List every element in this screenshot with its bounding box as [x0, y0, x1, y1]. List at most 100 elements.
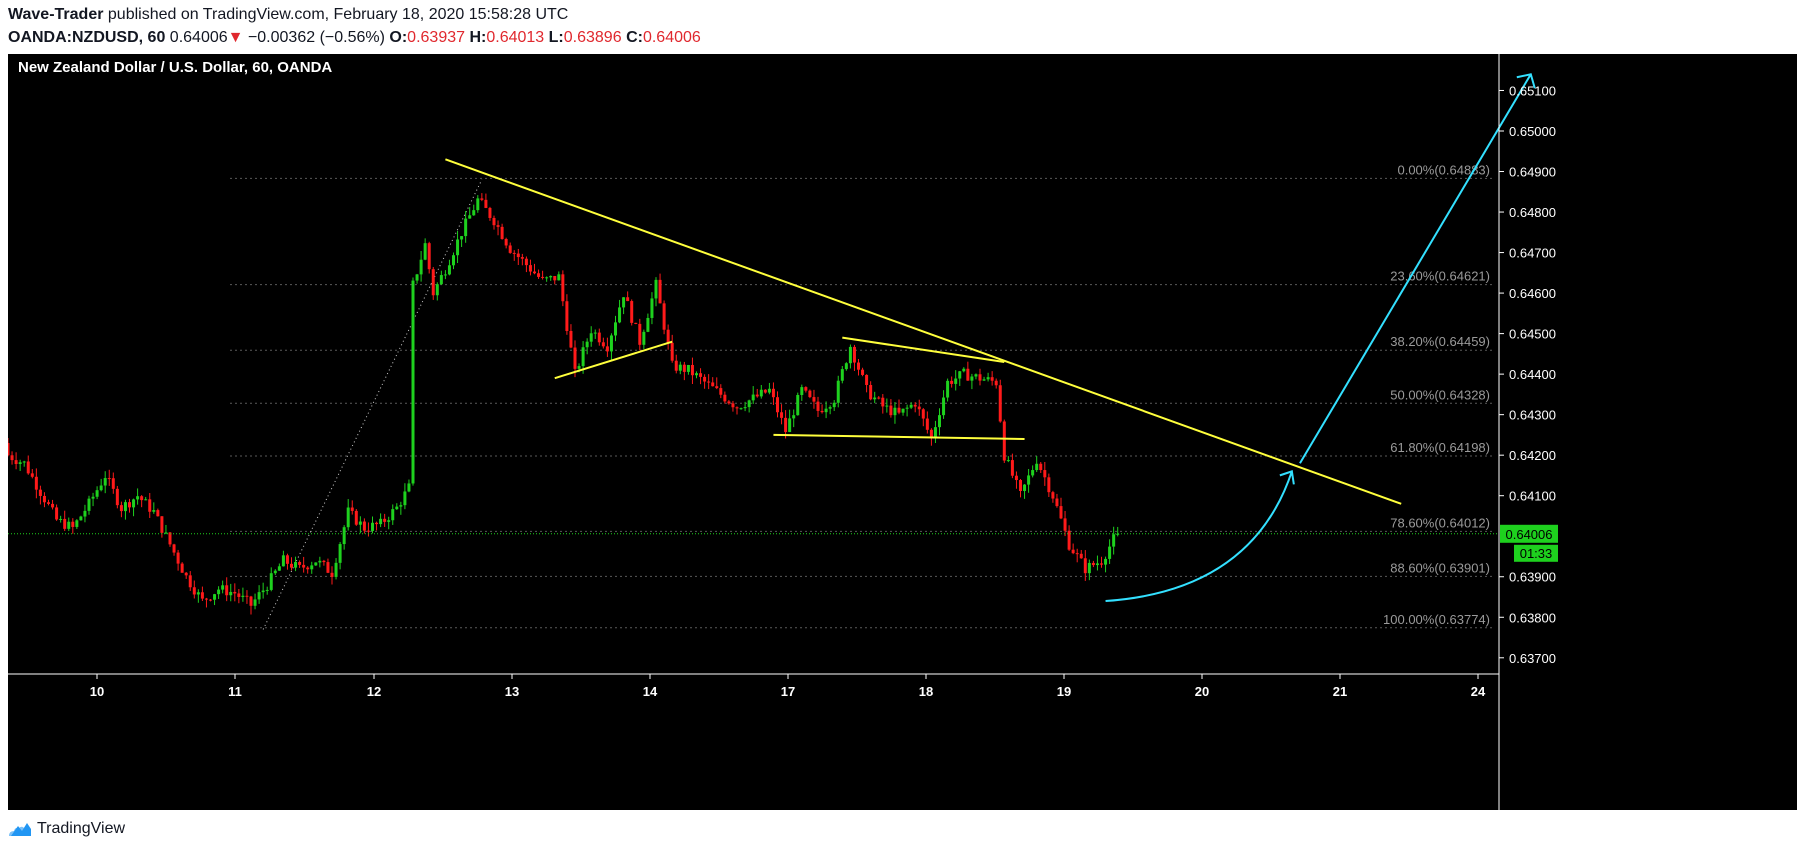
candle-body	[541, 276, 545, 278]
candle-body	[261, 590, 265, 593]
candle-body	[294, 561, 298, 568]
candle-body	[391, 509, 395, 521]
candle-body	[140, 496, 144, 501]
candle-body	[379, 518, 383, 525]
price-tick-label: 0.63800	[1509, 610, 1556, 625]
candle-body	[452, 255, 455, 266]
candle-body	[318, 560, 322, 563]
candle-body	[897, 407, 901, 413]
candle-body	[739, 408, 743, 410]
price-chart[interactable]: 0.00%(0.64883) 23.60%(0.64621) 38.20%(0.64…	[6, 54, 1797, 810]
candle-body	[954, 378, 958, 384]
candle-body	[447, 265, 451, 275]
candle-body	[699, 373, 703, 377]
candle-body	[925, 418, 929, 430]
symbol-label[interactable]: OANDA:NZDUSD, 60	[8, 29, 166, 46]
open-value: 0.63937	[407, 29, 466, 46]
time-tick-label: 19	[1057, 684, 1071, 699]
candle-body	[358, 521, 362, 525]
candle-body	[561, 274, 565, 302]
candle-body	[395, 506, 399, 510]
candle-body	[204, 598, 208, 600]
chart-area[interactable]: 0.00%(0.64883) 23.60%(0.64621) 38.20%(0.64…	[6, 54, 1797, 810]
tradingview-logo[interactable]: TradingView	[8, 820, 125, 838]
current-price-badge	[1500, 524, 1558, 543]
candle-body	[95, 490, 99, 497]
candle-body	[1023, 484, 1027, 491]
candle-body	[468, 215, 472, 219]
candle-body	[1075, 553, 1079, 555]
footer-brand: TradingView	[37, 820, 126, 837]
candle-body	[1059, 506, 1063, 519]
candle-body	[71, 521, 75, 527]
price-tick-label: 0.63700	[1509, 651, 1556, 666]
candle-body	[711, 382, 715, 387]
candle-body	[848, 346, 852, 364]
candle-body	[38, 489, 42, 496]
candle-body	[771, 388, 775, 398]
candle-body	[986, 377, 990, 380]
footer: TradingView	[0, 810, 1805, 854]
candle-body	[237, 593, 241, 597]
candle-body	[589, 333, 593, 342]
time-tick-label: 12	[367, 684, 381, 699]
candle-body	[265, 589, 269, 591]
candle-body	[249, 596, 253, 606]
candle-body	[857, 362, 860, 370]
candle-body	[30, 473, 34, 477]
candle-body	[1031, 470, 1035, 476]
candle-body	[188, 575, 192, 588]
candle-body	[609, 335, 613, 352]
candle-body	[431, 269, 435, 296]
ohlc-line: OANDA:NZDUSD, 60 0.64006▼ −0.00362 (−0.5…	[8, 29, 701, 47]
candle-body	[593, 332, 597, 334]
fib-level-label: 61.80%(0.64198)	[1390, 440, 1490, 455]
candle-body	[22, 461, 26, 463]
candle-body	[6, 443, 10, 456]
fib-anchor-line	[262, 179, 483, 630]
candle-body	[1079, 553, 1083, 559]
price-tick-label: 0.64300	[1509, 408, 1556, 423]
candle-body	[1095, 563, 1099, 566]
candle-body	[533, 271, 536, 274]
candle-body	[662, 303, 666, 330]
candle-body	[1055, 498, 1059, 507]
candle-body	[516, 253, 520, 258]
candle-body	[14, 460, 18, 465]
candle-body	[500, 226, 504, 239]
candle-body	[557, 274, 561, 281]
price-tick-label: 0.64900	[1509, 165, 1556, 180]
close-value: 0.64006	[642, 29, 701, 46]
author-name[interactable]: Wave-Trader	[8, 6, 104, 23]
candle-body	[504, 238, 508, 246]
candle-body	[443, 274, 447, 276]
candle-body	[678, 364, 682, 371]
candle-body	[338, 544, 342, 563]
candle-body	[946, 380, 950, 398]
candle-body	[605, 346, 609, 352]
candle-body	[245, 595, 249, 597]
price-tick-label: 0.64800	[1509, 205, 1556, 220]
candle-body	[905, 407, 909, 409]
candle-body	[180, 563, 184, 573]
candle-body	[176, 552, 180, 564]
candle-body	[253, 599, 257, 606]
candle-body	[686, 364, 690, 372]
candle-body	[488, 207, 492, 218]
candle-body	[439, 275, 443, 285]
time-tick-label: 20	[1195, 684, 1209, 699]
candle-body	[881, 397, 885, 407]
candle-body	[123, 502, 127, 512]
candle-body	[277, 566, 281, 571]
candle-body	[666, 329, 670, 343]
candle-body	[978, 374, 982, 381]
candle-body	[743, 407, 747, 409]
candle-body	[816, 401, 820, 411]
candle-body	[759, 389, 763, 397]
candle-body	[221, 585, 225, 590]
candle-body	[241, 595, 245, 597]
candle-body	[715, 386, 719, 389]
candle-body	[200, 592, 204, 599]
fib-level-label: 100.00%(0.63774)	[1383, 612, 1490, 627]
low-value: 0.63896	[563, 29, 622, 46]
